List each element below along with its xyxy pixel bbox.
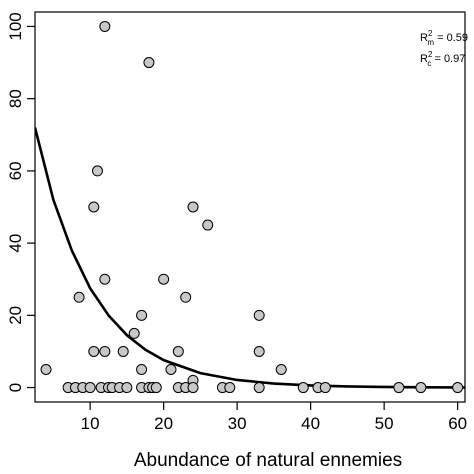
x-tick-label: 60: [448, 414, 467, 433]
data-point: [84, 382, 96, 394]
x-tick-label: 50: [375, 414, 394, 433]
rm-annotation: R2 m = 0.59: [420, 29, 468, 47]
data-point: [136, 364, 148, 375]
data-point: [88, 201, 100, 213]
data-point: [121, 382, 133, 394]
y-tick-label: 80: [6, 89, 25, 108]
fitted-curve: [35, 127, 465, 389]
x-tick-label: 40: [301, 414, 320, 433]
data-point: [73, 291, 85, 303]
data-point: [91, 165, 103, 177]
data-point: [88, 345, 100, 357]
data-point: [99, 273, 111, 285]
data-point: [165, 364, 177, 375]
data-point: [172, 345, 184, 357]
data-point: [150, 382, 162, 394]
data-point: [187, 382, 199, 394]
data-point: [297, 382, 309, 394]
y-axis: 0 20 40 60 80 100: [6, 12, 35, 392]
svg-text:R2c = 0.97: R2 c = 0.97: [420, 50, 465, 68]
rc-annotation: R2 c = 0.97: [420, 50, 465, 68]
data-point: [319, 382, 331, 394]
svg-text:R2m = 0.59: R2 m = 0.59: [420, 29, 468, 47]
data-point: [40, 364, 52, 375]
x-tick-label: 30: [228, 414, 247, 433]
plot-frame: [34, 11, 466, 403]
data-point: [452, 382, 464, 394]
data-point: [117, 345, 129, 357]
x-tick-label: 20: [154, 414, 173, 433]
data-point: [202, 219, 214, 231]
data-point: [224, 382, 236, 394]
data-point: [99, 20, 111, 32]
data-point: [180, 291, 192, 303]
data-point: [187, 201, 199, 213]
y-tick-label: 60: [6, 161, 25, 180]
data-point: [99, 345, 111, 357]
x-axis: 10 20 30 40 50 60: [81, 402, 467, 433]
y-tick-label: 0: [6, 383, 25, 392]
data-point: [253, 382, 265, 394]
y-tick-label: 100: [6, 12, 25, 40]
y-tick-label: 20: [6, 306, 25, 325]
x-axis-title: Abundance of natural ennemies: [134, 450, 402, 471]
data-point: [136, 309, 148, 321]
y-tick-label: 40: [6, 234, 25, 253]
data-point: [253, 345, 265, 357]
x-tick-label: 10: [81, 414, 100, 433]
data-point: [415, 382, 427, 394]
data-point: [158, 273, 170, 285]
data-point: [143, 57, 155, 69]
data-point: [253, 309, 265, 321]
data-point: [128, 327, 140, 339]
data-point: [393, 382, 405, 394]
data-point: [275, 364, 287, 375]
